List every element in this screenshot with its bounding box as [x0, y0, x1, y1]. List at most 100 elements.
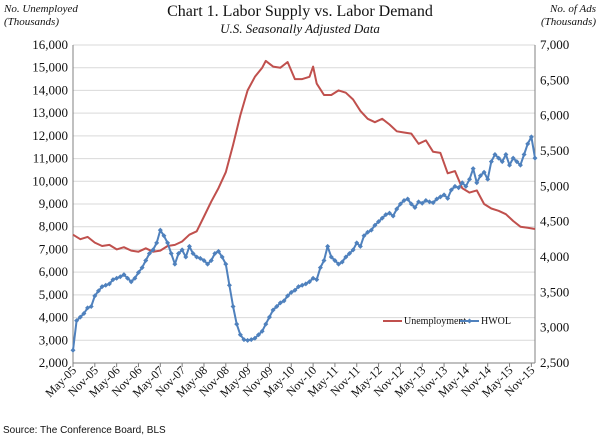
right-axis-title-line1: No. of Ads: [549, 3, 596, 15]
data-point: [456, 185, 462, 191]
data-point: [412, 205, 418, 211]
data-point: [256, 332, 262, 338]
left-tick-label: 13,000: [32, 105, 68, 120]
data-point: [223, 261, 229, 267]
data-point: [368, 227, 374, 233]
data-point: [390, 213, 396, 219]
left-tick-label: 6,000: [39, 264, 68, 279]
data-point: [212, 250, 218, 256]
data-point: [488, 159, 494, 165]
legend-unemployment-label: Unemployment: [404, 316, 466, 327]
data-point: [492, 152, 498, 158]
right-tick-label: 3,500: [540, 284, 569, 299]
data-point: [510, 155, 516, 161]
data-point: [328, 254, 334, 260]
series-line-unemployment: [72, 59, 536, 253]
data-point: [277, 300, 283, 306]
data-point: [343, 254, 349, 260]
data-point: [416, 199, 422, 205]
data-point: [317, 265, 323, 271]
data-point: [321, 258, 327, 264]
right-tick-label: 3,000: [540, 320, 569, 335]
data-point: [292, 287, 298, 293]
right-tick-label: 6,500: [540, 72, 569, 87]
data-point: [70, 347, 76, 353]
data-point: [241, 337, 247, 343]
data-point: [470, 166, 476, 172]
data-point: [525, 141, 531, 147]
data-point: [423, 197, 429, 203]
data-point: [146, 250, 152, 256]
data-point: [168, 250, 174, 256]
left-axis-title-line1: No. Unemployed: [3, 3, 78, 15]
data-point: [528, 134, 534, 140]
data-point: [74, 318, 80, 324]
gridlines: [73, 44, 535, 341]
right-tick-label: 4,000: [540, 249, 569, 264]
data-point: [179, 247, 185, 253]
data-point: [114, 275, 120, 281]
data-point: [85, 305, 91, 311]
data-point: [110, 277, 116, 283]
data-point: [201, 258, 207, 264]
left-tick-label: 11,000: [33, 151, 68, 166]
data-point: [205, 261, 211, 267]
data-point: [99, 284, 105, 290]
data-point: [106, 281, 112, 287]
data-point: [332, 258, 338, 264]
data-point: [379, 215, 385, 221]
data-point: [452, 183, 458, 189]
right-tick-label: 7,000: [540, 37, 569, 52]
data-point: [125, 275, 131, 281]
data-point: [81, 311, 87, 317]
data-point: [401, 197, 407, 203]
data-point: [197, 255, 203, 261]
data-point: [208, 258, 214, 264]
data-point: [303, 281, 309, 287]
data-point: [281, 298, 287, 304]
right-tick-label: 6,000: [540, 108, 569, 123]
data-point: [92, 293, 98, 299]
data-point: [507, 162, 513, 168]
data-point: [474, 180, 480, 186]
data-point: [394, 206, 400, 212]
left-tick-label: 3,000: [39, 332, 68, 347]
data-point: [427, 199, 433, 205]
data-point: [270, 307, 276, 313]
data-point: [354, 240, 360, 246]
data-point: [314, 277, 320, 283]
data-point: [372, 222, 378, 228]
data-point: [434, 196, 440, 202]
legend-hwol-marker-icon: [467, 318, 472, 324]
data-point: [521, 152, 527, 158]
source-note: Source: The Conference Board, BLS: [3, 425, 166, 436]
data-point: [154, 240, 160, 246]
data-point: [325, 243, 331, 249]
data-point: [161, 233, 167, 239]
data-point: [263, 321, 269, 327]
data-point: [496, 155, 502, 161]
data-point: [103, 282, 109, 288]
data-point: [296, 284, 302, 290]
data-point: [405, 196, 411, 202]
data-point: [481, 169, 487, 175]
data-point: [459, 180, 465, 186]
left-axis-ticks: 2,000 3,000 4,000 5,000 6,000 7,000 8,000 9,000…: [32, 37, 68, 370]
data-point: [499, 159, 505, 165]
left-tick-label: 2,000: [39, 355, 68, 370]
axes: [72, 45, 536, 364]
data-point: [517, 162, 523, 168]
data-point: [259, 328, 265, 334]
left-tick-label: 10,000: [32, 173, 68, 188]
legend: Unemployment HWOL: [383, 316, 511, 327]
data-point: [216, 248, 222, 254]
series: [70, 59, 538, 353]
data-point: [376, 219, 382, 225]
data-point: [121, 272, 127, 278]
left-tick-label: 12,000: [32, 128, 68, 143]
data-point: [266, 314, 272, 320]
data-point: [186, 243, 192, 249]
right-axis-ticks: 2,500 3,000 3,500 4,000 4,500 5,000 5,500 6,000…: [540, 37, 569, 370]
data-point: [336, 261, 342, 267]
